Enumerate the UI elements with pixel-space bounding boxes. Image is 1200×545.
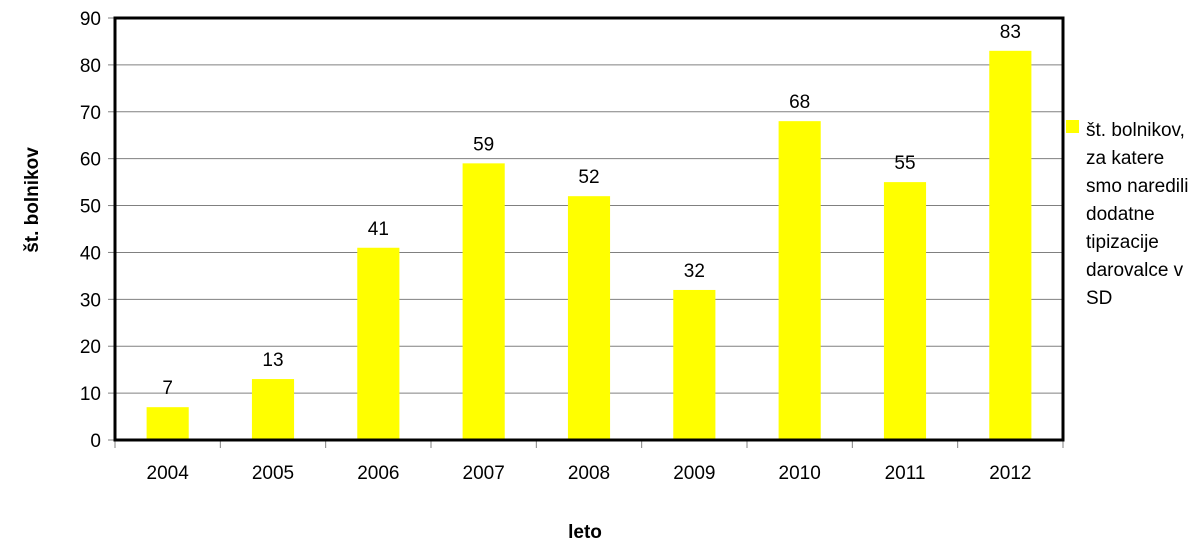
bar: [357, 247, 400, 440]
y-tick-label: 90: [80, 9, 101, 30]
data-label: 68: [789, 92, 810, 113]
data-label: 59: [473, 134, 494, 155]
x-tick-label: 2011: [885, 463, 926, 484]
bar: [462, 163, 505, 440]
legend: št. bolnikov, za katere smo naredili dod…: [1066, 117, 1196, 313]
x-tick-label: 2006: [357, 463, 399, 484]
bar: [883, 182, 927, 440]
data-labels: 7 13 41 59 52 32 68 55 83: [162, 22, 1021, 399]
data-label: 32: [684, 261, 705, 282]
y-tick-label: 0: [90, 431, 101, 452]
bars: [146, 50, 1032, 441]
bar: [778, 121, 821, 441]
y-axis-title-text: št. bolnikov: [22, 147, 43, 253]
bar: [251, 379, 295, 440]
bar: [567, 196, 611, 440]
x-tick-label: 2007: [463, 463, 505, 484]
y-tick-label: 60: [80, 150, 101, 171]
y-tick-label: 80: [80, 56, 101, 77]
y-tick-label: 30: [80, 290, 101, 311]
x-tick-label: 2005: [252, 463, 294, 484]
x-axis-title-text: leto: [568, 522, 602, 543]
data-label: 13: [262, 350, 283, 371]
data-label: 52: [578, 167, 599, 188]
x-tick-label: 2012: [989, 463, 1031, 484]
x-axis-ticks: 2004 2005 2006 2007 2008 2009 2010 2011 2012: [114, 440, 1064, 484]
x-tick-label: 2009: [673, 463, 715, 484]
x-tick-label: 2010: [779, 463, 821, 484]
y-tick-label: 50: [80, 197, 101, 218]
data-label: 55: [894, 153, 915, 174]
x-tick-label: 2008: [568, 463, 610, 484]
bar: [989, 50, 1032, 440]
y-tick-label: 10: [80, 384, 101, 405]
x-tick-label: 2004: [147, 463, 190, 484]
y-tick-label: 20: [80, 337, 101, 358]
y-tick-label: 40: [80, 243, 101, 264]
bar: [673, 289, 716, 440]
legend-entry: št. bolnikov, za katere smo naredili dod…: [1086, 120, 1189, 309]
data-label: 41: [368, 219, 389, 240]
data-label: 83: [1000, 22, 1021, 43]
legend-swatch: [1066, 120, 1079, 133]
bar: [146, 407, 189, 440]
y-tick-label: 70: [80, 103, 101, 124]
y-axis-ticks: 0 10 20 30 40 50 60 70 80 90: [80, 9, 115, 452]
plot-frame: [113, 16, 1065, 442]
data-label: 7: [162, 378, 173, 399]
